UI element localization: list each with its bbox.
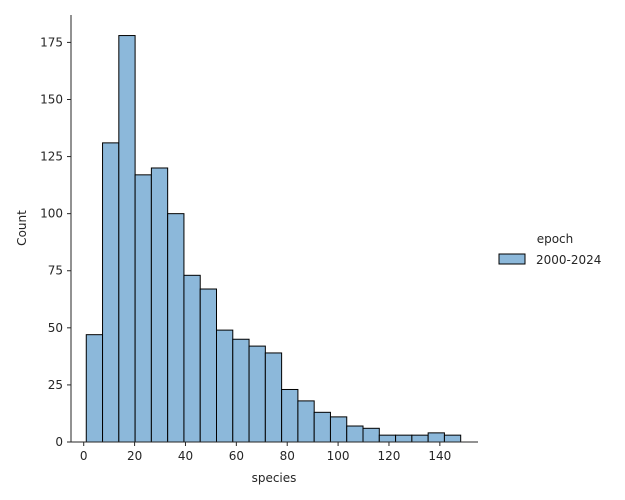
legend-swatch xyxy=(498,253,526,265)
histogram-bar xyxy=(427,432,445,443)
x-tick-label: 0 xyxy=(80,449,88,463)
y-tick-label: 150 xyxy=(40,92,63,106)
histogram-bar xyxy=(378,434,397,443)
x-tick-label: 120 xyxy=(378,449,401,463)
histogram-bar xyxy=(297,400,315,443)
histogram-bar xyxy=(199,288,218,443)
histogram-bar xyxy=(248,345,266,443)
x-axis-label: species xyxy=(252,471,297,485)
histogram-bar xyxy=(346,425,364,443)
histogram-bar xyxy=(313,411,331,443)
histogram-bar xyxy=(102,142,120,443)
y-tick-label: 125 xyxy=(40,150,63,164)
histogram-bar xyxy=(134,174,152,443)
legend-entry-label: 2000-2024 xyxy=(536,253,601,267)
histogram-bar xyxy=(264,352,283,443)
legend-title: epoch xyxy=(537,232,574,246)
histogram-bars xyxy=(85,35,462,443)
histogram-bar xyxy=(85,334,104,443)
x-tick-label: 20 xyxy=(127,449,142,463)
histogram-bar xyxy=(362,427,380,443)
x-axis-ticks: 0 20 40 60 80 100 120 140 xyxy=(80,442,451,463)
histogram-bar xyxy=(281,388,299,443)
y-tick-label: 50 xyxy=(48,321,63,335)
histogram-bar xyxy=(232,338,250,443)
x-tick-label: 140 xyxy=(428,449,451,463)
y-tick-label: 75 xyxy=(48,264,63,278)
y-tick-label: 0 xyxy=(55,435,63,449)
histogram-bar xyxy=(411,434,429,443)
histogram-bar xyxy=(167,213,185,443)
x-tick-label: 80 xyxy=(280,449,295,463)
x-tick-label: 60 xyxy=(229,449,244,463)
histogram-bar xyxy=(395,434,413,443)
histogram-bar xyxy=(216,329,234,443)
histogram-bar xyxy=(443,434,462,443)
y-axis-ticks: 0 25 50 75 100 125 150 175 xyxy=(40,35,71,449)
histogram-bar xyxy=(150,167,169,443)
y-tick-label: 25 xyxy=(48,378,63,392)
histogram-bar xyxy=(118,35,136,443)
y-tick-label: 175 xyxy=(40,35,63,49)
y-axis-label: Count xyxy=(15,210,29,246)
x-tick-label: 40 xyxy=(178,449,193,463)
y-tick-label: 100 xyxy=(40,207,63,221)
histogram-bar xyxy=(329,416,348,443)
histogram-bar xyxy=(183,274,201,443)
x-tick-label: 100 xyxy=(327,449,350,463)
legend: epoch 2000-2024 xyxy=(498,232,601,267)
